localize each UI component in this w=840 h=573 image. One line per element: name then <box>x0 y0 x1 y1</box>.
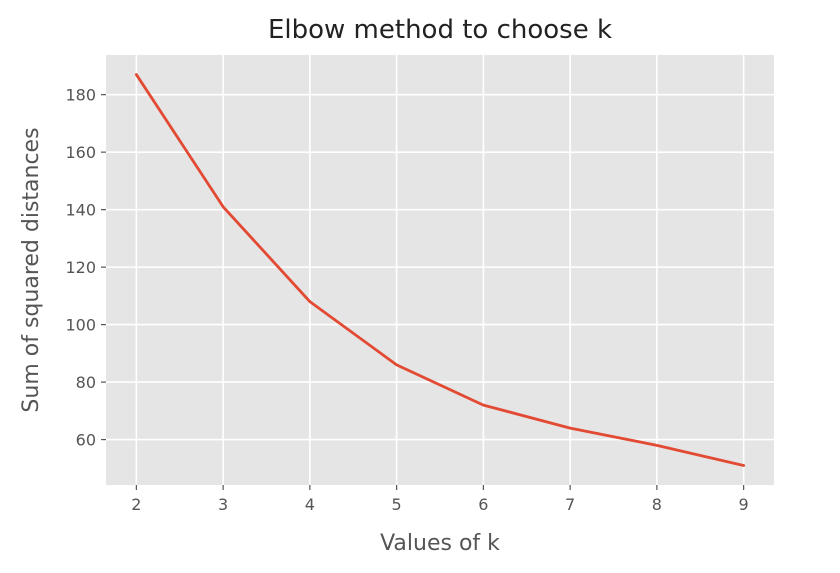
x-tick-label: 9 <box>739 495 749 514</box>
y-tick-label: 120 <box>65 258 96 277</box>
y-tick-label: 80 <box>76 373 96 392</box>
chart-title: Elbow method to choose k <box>268 15 612 45</box>
x-tick-label: 3 <box>218 495 228 514</box>
y-tick-label: 160 <box>65 143 96 162</box>
x-tick-label: 5 <box>392 495 402 514</box>
y-tick-label: 60 <box>76 431 96 450</box>
x-tick-label: 8 <box>652 495 662 514</box>
gridlines <box>106 55 774 485</box>
plot-area <box>106 55 774 485</box>
x-tick-label: 6 <box>478 495 488 514</box>
x-tick-label: 7 <box>565 495 575 514</box>
axis-ticks: 2 3 4 5 6 7 8 9 60 80 100 120 140 160 180 <box>65 86 748 514</box>
x-tick-label: 2 <box>131 495 141 514</box>
y-tick-label: 140 <box>65 201 96 220</box>
y-tick-label: 180 <box>65 86 96 105</box>
series-line <box>134 73 746 467</box>
x-axis-label: Values of k <box>380 531 500 556</box>
y-tick-label: 100 <box>65 316 96 335</box>
y-axis-label: Sum of squared distances <box>19 127 44 412</box>
series-layer <box>134 73 746 467</box>
x-tick-label: 4 <box>305 495 315 514</box>
